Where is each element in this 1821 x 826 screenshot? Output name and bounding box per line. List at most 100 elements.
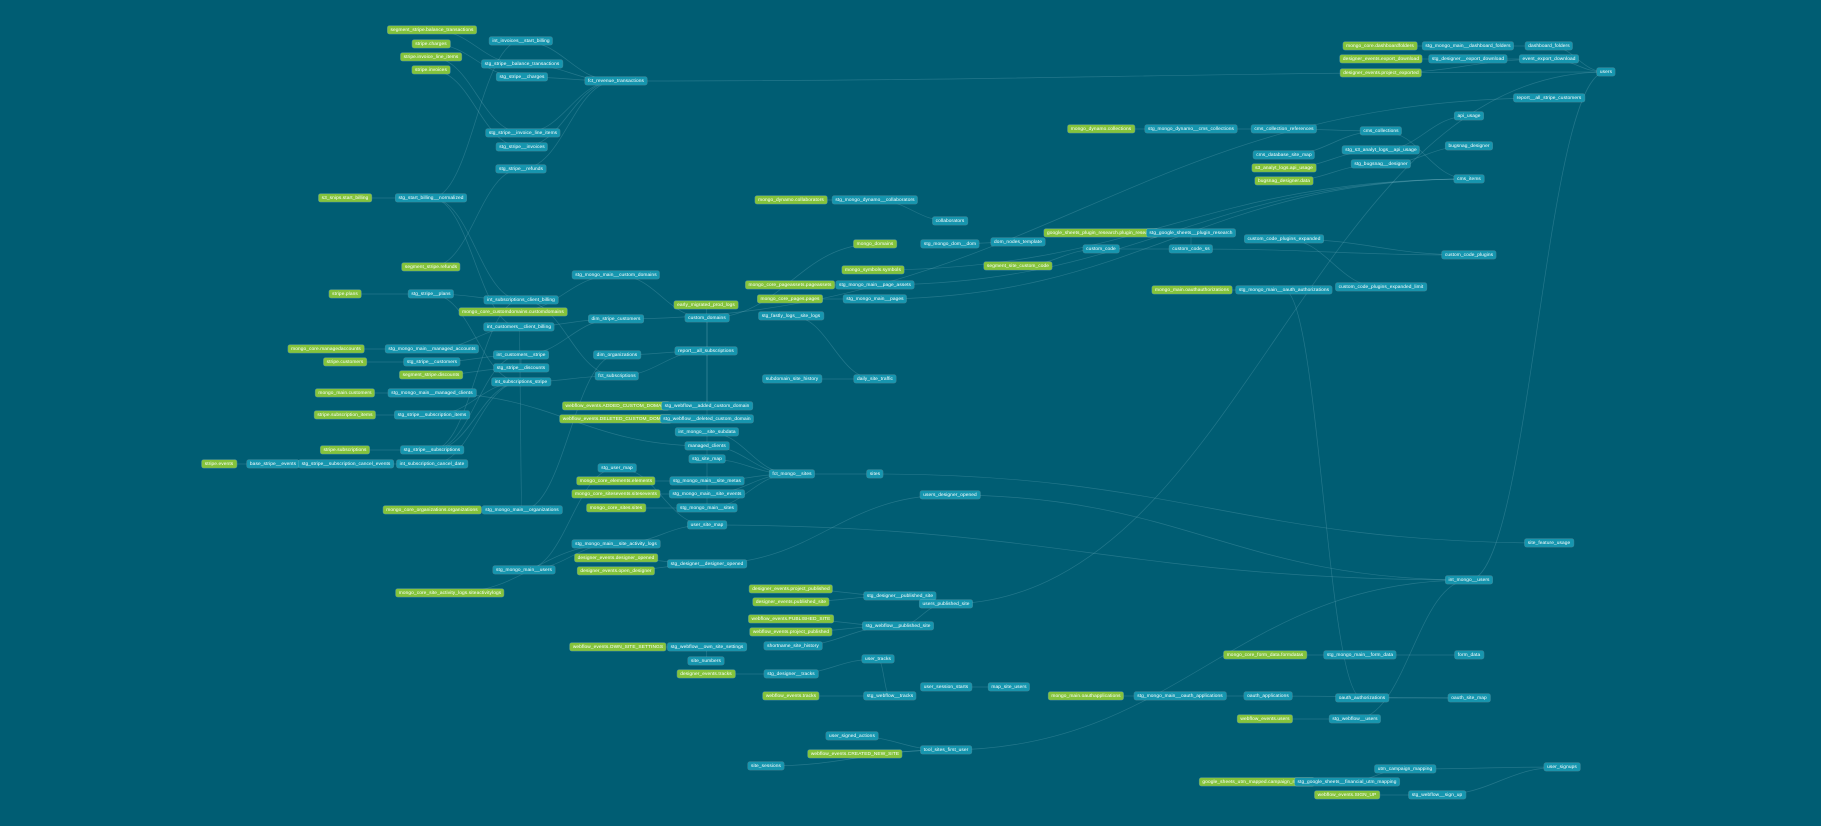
graph-node[interactable]: oauth_site_map <box>1448 693 1490 703</box>
graph-node[interactable]: custom_code_plugins_expanded_limit <box>1335 282 1427 292</box>
graph-node[interactable]: report__all_stripe_customers <box>1513 93 1585 103</box>
graph-node[interactable]: stg_mongo_main__page_assets <box>835 280 915 290</box>
graph-node[interactable]: mongo_dynamo.collections <box>1067 124 1135 134</box>
graph-node[interactable]: stg_stripe__refunds <box>495 164 547 174</box>
graph-node[interactable]: designer_events.open_designer <box>577 566 655 576</box>
graph-node[interactable]: stg_designer__published_site <box>863 591 937 601</box>
graph-node[interactable]: google_sheets_plugin_research.plugin_res… <box>1044 228 1158 238</box>
graph-node[interactable]: mongo_core_pageassets.pageassets <box>745 280 835 290</box>
graph-node[interactable]: stg_mongo_dom__dom <box>920 239 980 249</box>
graph-node[interactable]: int_subscriptions_client_billing <box>484 295 558 305</box>
graph-node[interactable]: stripe.subscriptions <box>320 445 370 455</box>
graph-node[interactable]: cms_database_site_map <box>1253 150 1315 160</box>
graph-node[interactable]: designer_events.export_download <box>1339 54 1423 64</box>
graph-node[interactable]: cms_collection_references <box>1251 124 1317 134</box>
graph-node[interactable]: utm_campaign_mapping <box>1374 764 1436 774</box>
graph-node[interactable]: int_mongo__site_subdata <box>675 427 739 437</box>
graph-node[interactable]: stripe.customers <box>323 357 367 367</box>
graph-node[interactable]: stg_mongo_main__custom_domains <box>572 270 660 280</box>
graph-node[interactable]: int_invoices__start_billing <box>489 36 553 46</box>
graph-node[interactable]: stg_mongo_main__organizations <box>482 505 562 515</box>
graph-node[interactable]: stg_stripe__subscription_items <box>394 410 470 420</box>
graph-node[interactable]: mongo_core_organizations.organizations <box>383 505 481 515</box>
graph-node[interactable]: stg_mongo_main__site_metas <box>670 476 744 486</box>
graph-node[interactable]: stg_mongo_dynamo__collaborators <box>832 195 918 205</box>
graph-node[interactable]: stripe.invoices <box>412 65 450 75</box>
graph-node[interactable]: stripe.subscription_items <box>314 410 376 420</box>
graph-node[interactable]: oauth_applications <box>1244 691 1292 701</box>
graph-node[interactable]: stg_mongo_dynamo__cms_collections <box>1145 124 1237 134</box>
graph-node[interactable]: stg_designer__tracks <box>764 669 818 679</box>
graph-node[interactable]: mongo_core_site_activity_logs.siteactivi… <box>395 588 505 598</box>
graph-node[interactable]: mongo_main.customers <box>315 388 375 398</box>
graph-node[interactable]: stg_stripe__invoice_line_items <box>485 128 561 138</box>
graph-node[interactable]: early_migrated_prod_logs <box>674 300 738 310</box>
graph-node[interactable]: sites <box>866 469 884 479</box>
graph-node[interactable]: stg_stripe__discounts <box>493 363 549 373</box>
graph-node[interactable]: user_signed_actions <box>826 731 878 741</box>
graph-node[interactable]: event_export_download <box>1519 54 1579 64</box>
graph-node[interactable]: mongo_core_customdomains.customdomains <box>459 307 567 317</box>
graph-node[interactable]: stg_mongo_main__oauth_applications <box>1134 691 1226 701</box>
graph-node[interactable]: stg_s3_analyt_logs__api_usage <box>1342 145 1420 155</box>
graph-node[interactable]: mongo_symbols.symbols <box>842 265 904 275</box>
graph-node[interactable]: stg_stripe__invoices <box>496 142 548 152</box>
graph-node[interactable]: custom_code <box>1083 244 1119 254</box>
graph-node[interactable]: mongo_core.managedaccounts <box>288 344 364 354</box>
graph-node[interactable]: webflow_events.PUBLISHED_SITE <box>748 614 834 624</box>
graph-node[interactable]: stg_mongo_main__managed_clients <box>388 388 476 398</box>
graph-node[interactable]: fct_revenue_transactions <box>585 76 647 86</box>
graph-node[interactable]: cms_items <box>1454 174 1484 184</box>
graph-node[interactable]: webflow_events.SIGN_UP <box>1314 790 1380 800</box>
graph-node[interactable]: stg_stripe__plans <box>408 289 454 299</box>
graph-node[interactable]: subdomain_site_history <box>762 374 822 384</box>
graph-node[interactable]: stg_webflow__added_custom_domain <box>661 401 753 411</box>
graph-node[interactable]: fct_mongo__sites <box>769 469 815 479</box>
graph-node[interactable]: stg_site_map <box>689 454 725 464</box>
graph-node[interactable]: fct_subscriptions <box>595 371 639 381</box>
graph-node[interactable]: custom_domains <box>685 313 729 323</box>
graph-node[interactable]: custom_code_plugins_expanded <box>1244 234 1324 244</box>
graph-node[interactable]: stg_mongo_main__oauth_authorizations <box>1235 285 1333 295</box>
graph-node[interactable]: stg_mongo_main__dashboard_folders <box>1422 41 1514 51</box>
graph-node[interactable]: stg_designer__designer_opened <box>667 559 747 569</box>
graph-node[interactable]: dim_stripe_customers <box>588 314 644 324</box>
graph-node[interactable]: stg_webflow__tracks <box>863 691 917 701</box>
graph-node[interactable]: collaborators <box>932 216 968 226</box>
graph-node[interactable]: user_session_starts <box>920 682 972 692</box>
graph-node[interactable]: dom_nodes_template <box>991 237 1045 247</box>
graph-node[interactable]: int_subscription_cancel_date <box>396 459 468 469</box>
graph-node[interactable]: users_published_site <box>919 599 973 609</box>
graph-node[interactable]: mongo_core_form_data.formdatas <box>1223 650 1307 660</box>
graph-node[interactable]: webflow_events.project_published <box>749 627 833 637</box>
graph-node[interactable]: mongo_core.dashboardfolders <box>1343 41 1417 51</box>
graph-node[interactable]: segment_site_custom_code <box>983 261 1053 271</box>
graph-node[interactable]: site_numbers <box>688 656 724 666</box>
graph-node[interactable]: segment_stripe.refunds <box>401 262 461 272</box>
graph-node[interactable]: stg_mongo_main__users <box>493 565 555 575</box>
graph-node[interactable]: stg_stripe__charges <box>496 72 548 82</box>
graph-node[interactable]: designer_events.project_exported <box>1340 68 1422 78</box>
graph-node[interactable]: stg_stripe__customers <box>403 357 461 367</box>
graph-node[interactable]: mongo_core_sitesevents.sitesevents <box>571 489 661 499</box>
graph-node[interactable]: tool_sites_first_user <box>920 745 972 755</box>
graph-node[interactable]: user_tracks <box>862 654 894 664</box>
graph-node[interactable]: stg_mongo_main__sites <box>676 503 738 513</box>
graph-node[interactable]: stg_mongo_main__managed_accounts <box>385 344 479 354</box>
graph-node[interactable]: int_mongo__users <box>1445 575 1493 585</box>
graph-node[interactable]: designer_events.tracks <box>677 669 735 679</box>
graph-node[interactable]: form_data <box>1454 650 1484 660</box>
graph-node[interactable]: stg_webflow__sign_up <box>1408 790 1466 800</box>
graph-node[interactable]: stg_mongo_main__site_activity_logs <box>572 539 660 549</box>
graph-node[interactable]: mongo_core_pages.pages <box>757 294 823 304</box>
graph-node[interactable]: report__all_subscriptions <box>675 346 737 356</box>
graph-node[interactable]: stg_start_billing__normalized <box>395 193 467 203</box>
graph-node[interactable]: stg_mongo_main__pages <box>843 294 907 304</box>
graph-node[interactable]: stg_webflow__published_site <box>862 621 934 631</box>
graph-node[interactable]: cms_collections <box>1360 126 1402 136</box>
graph-node[interactable]: map_site_users <box>988 682 1030 692</box>
graph-node[interactable]: stg_fastly_logs__site_logs <box>758 311 824 321</box>
graph-node[interactable]: users_designer_opened <box>920 490 980 500</box>
graph-node[interactable]: stg_stripe__subscription_cancel_events <box>298 459 394 469</box>
